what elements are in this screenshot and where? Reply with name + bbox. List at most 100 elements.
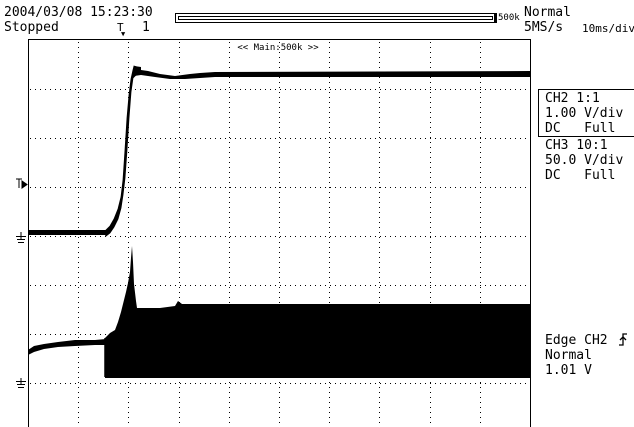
grid-dot: [335, 187, 336, 188]
grid-dot: [235, 187, 236, 188]
grid-dot: [78, 297, 79, 298]
grid-dot: [229, 197, 230, 198]
grid-dot: [80, 236, 81, 237]
grid-dot: [30, 334, 31, 335]
grid-dot: [179, 172, 180, 173]
grid-dot: [229, 182, 230, 183]
grid-dot: [179, 142, 180, 143]
grid-dot: [480, 167, 481, 168]
grid-dot: [465, 236, 466, 237]
grid-dot: [480, 82, 481, 83]
grid-dot: [410, 187, 411, 188]
grid-dot: [329, 402, 330, 403]
grid-dot: [130, 187, 131, 188]
grid-dot: [450, 383, 451, 384]
grid-dot: [275, 187, 276, 188]
grid-dot: [480, 392, 481, 393]
grid-dot: [229, 282, 230, 283]
grid-dot: [480, 87, 481, 88]
grid-dot: [350, 187, 351, 188]
grid-dot: [379, 217, 380, 218]
grid-dot: [128, 92, 129, 93]
grid-dot: [78, 172, 79, 173]
grid-dot: [315, 138, 316, 139]
grid-dot: [179, 152, 180, 153]
grid-dot: [430, 417, 431, 418]
grid-dot: [315, 285, 316, 286]
grid-dot: [179, 212, 180, 213]
grid-dot: [430, 138, 431, 139]
grid-dot: [260, 138, 261, 139]
grid-dot: [285, 89, 286, 90]
grid-dot: [125, 236, 126, 237]
grid-dot: [78, 107, 79, 108]
grid-dot: [480, 247, 481, 248]
grid-dot: [78, 92, 79, 93]
grid-dot: [260, 187, 261, 188]
grid-dot: [355, 187, 356, 188]
grid-dot: [40, 334, 41, 335]
grid-dot: [505, 89, 506, 90]
grid-dot: [179, 162, 180, 163]
grid-dot: [329, 392, 330, 393]
grid-dot: [78, 287, 79, 288]
grid-dot: [215, 285, 216, 286]
grid-dot: [515, 138, 516, 139]
acquisition-mode: Normal: [524, 5, 571, 20]
grid-dot: [195, 89, 196, 90]
grid-dot: [70, 285, 71, 286]
grid-dot: [480, 182, 481, 183]
timestamp: 2004/03/08 15:23:30: [4, 5, 153, 20]
grid-dot: [329, 87, 330, 88]
grid-dot: [430, 177, 431, 178]
grid-dot: [290, 89, 291, 90]
grid-dot: [430, 67, 431, 68]
grid-dot: [60, 334, 61, 335]
grid-dot: [375, 236, 376, 237]
grid-dot: [379, 202, 380, 203]
grid-dot: [175, 89, 176, 90]
grid-dot: [60, 187, 61, 188]
grid-dot: [329, 177, 330, 178]
grid-dot: [235, 383, 236, 384]
grid-dot: [205, 383, 206, 384]
grid-dot: [229, 157, 230, 158]
grid-dot: [179, 92, 180, 93]
grid-dot: [340, 89, 341, 90]
grid-dot: [420, 383, 421, 384]
grid-dot: [480, 297, 481, 298]
grid-dot: [179, 62, 180, 63]
grid-dot: [340, 187, 341, 188]
grid-dot: [430, 285, 431, 286]
grid-dot: [370, 383, 371, 384]
grid-dot: [78, 212, 79, 213]
grid-dot: [279, 252, 280, 253]
grid-dot: [430, 277, 431, 278]
grid-dot: [445, 138, 446, 139]
grid-dot: [185, 236, 186, 237]
grid-dot: [179, 97, 180, 98]
grid-dot: [128, 417, 129, 418]
grid-dot: [279, 42, 280, 43]
grid-dot: [330, 383, 331, 384]
grid-dot: [480, 102, 481, 103]
grid-dot: [400, 89, 401, 90]
grid-dot: [240, 187, 241, 188]
grid-dot: [400, 285, 401, 286]
grid-dot: [235, 236, 236, 237]
grid-dot: [265, 89, 266, 90]
grid-dot: [329, 67, 330, 68]
grid-dot: [480, 67, 481, 68]
grid-dot: [480, 383, 481, 384]
grid-dot: [279, 177, 280, 178]
grid-dot: [80, 383, 81, 384]
grid-dot: [75, 236, 76, 237]
grid-dot: [480, 282, 481, 283]
grid-dot: [120, 236, 121, 237]
grid-dot: [329, 217, 330, 218]
grid-dot: [329, 97, 330, 98]
grid-dot: [430, 247, 431, 248]
grid-dot: [300, 89, 301, 90]
grid-dot: [430, 397, 431, 398]
grid-dot: [329, 42, 330, 43]
